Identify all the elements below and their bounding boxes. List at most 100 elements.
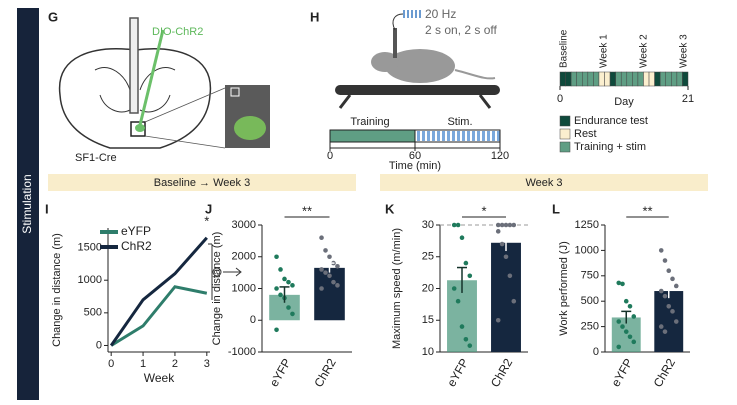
schedule-cell [626, 71, 633, 87]
data-point [335, 263, 340, 269]
data-point [335, 283, 340, 288]
panel-letter: L [552, 201, 560, 216]
x-tick-label: ChR2 [651, 356, 679, 390]
x-tick-label: eYFP [608, 356, 635, 389]
data-point [463, 260, 469, 266]
stim-icon [208, 243, 242, 300]
stim-pulse [492, 131, 495, 141]
data-point [670, 309, 675, 314]
legend-swatch [559, 115, 571, 127]
schedule-cell [643, 71, 650, 87]
data-point [627, 303, 633, 309]
stim-pulse [462, 131, 465, 141]
data-point [507, 222, 513, 228]
data-point [670, 276, 675, 282]
x-tick-label: 21 [682, 93, 694, 105]
stim-pulse [452, 131, 455, 141]
data-point [282, 276, 287, 282]
side-bar [17, 8, 39, 400]
treadmill-mouse [335, 13, 500, 109]
schedule-cell [654, 71, 661, 87]
data-point [274, 327, 279, 333]
panel-letter: G [48, 9, 58, 24]
time-axis-label: Time (min) [389, 160, 441, 172]
schedule-cell [559, 71, 566, 87]
stim-pulse [482, 131, 485, 141]
header-bar [48, 174, 356, 191]
panel-letter: H [310, 9, 319, 24]
schedule-cell [582, 71, 589, 87]
schedule-mark: Week 3 [679, 34, 690, 68]
data-point [319, 235, 324, 240]
stim-pulse [497, 131, 500, 141]
y-tick-label: 250 [581, 321, 599, 333]
data-point [286, 279, 291, 285]
legend-label: ChR2 [121, 239, 152, 253]
schedule-cell [604, 71, 611, 87]
y-tick-label: 0 [593, 346, 599, 358]
y-tick-label: 0 [250, 314, 256, 326]
schedule-cell [620, 71, 628, 87]
y-axis-label: Work performed (J) [558, 241, 570, 336]
y-axis-label: Change in distance (m) [211, 232, 223, 346]
y-tick-label: 500 [84, 307, 102, 319]
y-tick-label: 30 [422, 219, 434, 231]
schedule-cell [615, 71, 622, 87]
data-point [507, 273, 513, 279]
data-point [503, 222, 509, 228]
schedule-mark: Week 1 [599, 34, 610, 68]
mouse-label: SF1-Cre [75, 152, 117, 164]
pattern-label: 2 s on, 2 s off [425, 23, 497, 37]
data-point [495, 317, 501, 323]
data-point [662, 258, 668, 263]
data-point [455, 298, 461, 304]
y-tick-label: 3000 [232, 219, 256, 231]
virus-label: DIO-ChR2 [152, 26, 203, 38]
y-tick-label: 1000 [78, 274, 102, 286]
y-tick-label: 1000 [575, 244, 599, 256]
data-point [467, 273, 473, 279]
schedule-cell [659, 71, 666, 87]
annotation: * [481, 203, 486, 218]
data-point [459, 235, 465, 240]
data-point [274, 286, 279, 291]
data-point [327, 273, 332, 279]
bar [491, 242, 521, 352]
header-label: Baseline → Week 3 [154, 177, 250, 189]
data-point [319, 267, 324, 272]
x-tick-label: 0 [557, 93, 563, 105]
data-point [495, 222, 501, 228]
schedule-axis-label: Day [614, 96, 634, 108]
data-point [620, 324, 625, 329]
data-point [616, 344, 622, 350]
schedule-cell [565, 71, 572, 87]
data-point [627, 334, 633, 340]
injection-site [135, 124, 145, 132]
schedule-cell [676, 71, 683, 87]
data-point [290, 311, 295, 317]
x-tick-label: ChR2 [311, 356, 339, 390]
stim-pulse [477, 131, 480, 141]
y-axis-label: Change in distance (m) [51, 233, 63, 347]
annotation: * [204, 213, 209, 228]
data-point [499, 222, 505, 228]
data-point [623, 298, 629, 304]
stim-pulse [427, 131, 430, 141]
x-tick-label: 3 [204, 358, 210, 370]
data-point [467, 343, 473, 348]
schedule-cell [576, 71, 583, 87]
stim-pulse [432, 131, 435, 141]
legend-label: eYFP [121, 224, 151, 238]
stim-label: Stim. [447, 116, 472, 128]
schedule-mark: Baseline [559, 29, 570, 68]
y-tick-label: 500 [581, 295, 599, 307]
stim-pulse [487, 131, 490, 141]
data-point [631, 314, 637, 319]
data-point [673, 319, 679, 324]
data-point [666, 268, 672, 274]
header-bar [380, 174, 708, 191]
panel-letter: I [45, 201, 49, 216]
y-tick-label: 10 [422, 346, 434, 358]
data-point [323, 270, 328, 275]
data-point [616, 280, 622, 286]
